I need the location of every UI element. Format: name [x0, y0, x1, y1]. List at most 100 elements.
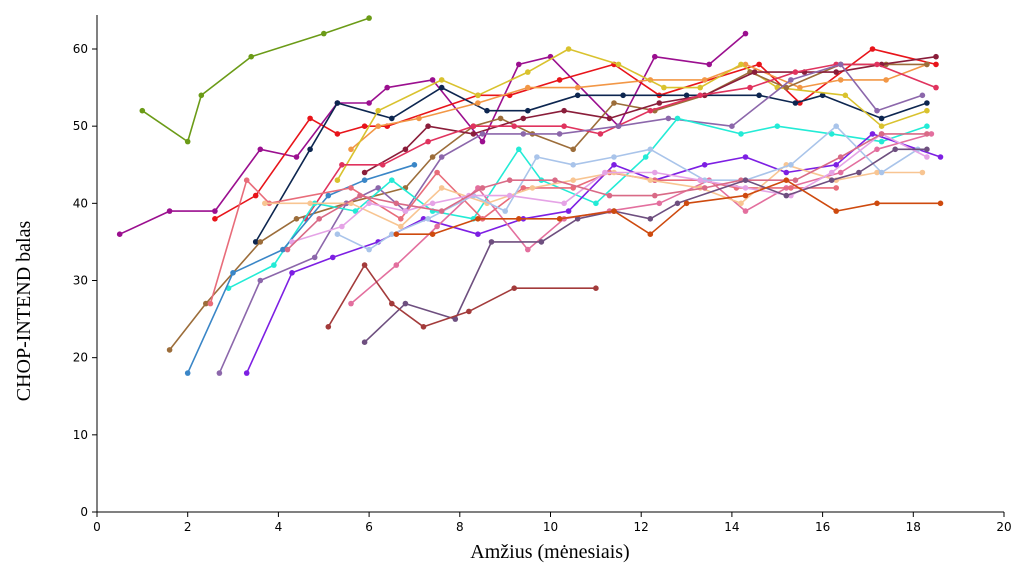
- data-point: [475, 231, 481, 237]
- series-20: [361, 146, 930, 346]
- series-line: [337, 125, 919, 251]
- x-tick-label: 10: [543, 520, 558, 534]
- data-point: [520, 131, 527, 137]
- data-point: [357, 192, 363, 199]
- data-point: [874, 200, 880, 207]
- data-point: [348, 300, 354, 307]
- data-point: [774, 123, 781, 129]
- data-point: [602, 169, 608, 176]
- series-13: [184, 162, 418, 376]
- series-line: [218, 63, 923, 374]
- series-layer: [116, 15, 944, 376]
- data-point: [819, 92, 826, 99]
- data-point: [738, 61, 744, 68]
- data-point: [570, 162, 576, 168]
- data-point: [937, 200, 944, 207]
- data-point: [665, 115, 672, 122]
- y-tick-label: 60: [73, 42, 88, 56]
- data-point: [438, 77, 445, 83]
- data-point: [438, 154, 445, 160]
- data-point: [788, 185, 794, 191]
- series-line: [364, 55, 937, 174]
- data-point: [230, 270, 236, 276]
- data-point: [919, 92, 926, 99]
- data-point: [516, 146, 522, 153]
- data-point: [511, 123, 517, 129]
- data-point: [389, 115, 395, 122]
- data-point: [116, 231, 123, 237]
- data-point: [574, 216, 581, 222]
- y-tick-label: 30: [73, 274, 88, 288]
- data-point: [561, 200, 567, 207]
- series-6: [334, 46, 930, 183]
- data-point: [184, 370, 191, 376]
- data-point: [701, 185, 708, 191]
- data-point: [366, 246, 372, 253]
- data-point: [878, 123, 885, 129]
- data-point: [742, 192, 749, 199]
- data-point: [706, 61, 712, 68]
- data-point: [520, 115, 527, 122]
- data-point: [389, 231, 395, 237]
- series-19: [284, 131, 930, 253]
- x-tick-label: 4: [275, 520, 283, 534]
- series-1: [139, 15, 372, 145]
- data-point: [928, 131, 935, 137]
- data-point: [833, 185, 839, 191]
- data-point: [538, 239, 545, 245]
- data-point: [606, 115, 613, 122]
- data-point: [933, 84, 939, 91]
- data-point: [402, 300, 409, 307]
- data-point: [615, 61, 622, 68]
- data-point: [307, 146, 313, 153]
- data-point: [502, 208, 509, 214]
- data-point: [788, 162, 794, 168]
- data-point: [892, 146, 898, 153]
- data-point: [243, 370, 250, 376]
- data-point: [393, 262, 400, 268]
- data-point: [348, 185, 354, 191]
- data-point: [416, 115, 422, 122]
- data-point: [203, 300, 209, 307]
- x-axis-title: Amžius (mėnesiais): [470, 541, 629, 563]
- data-point: [429, 200, 436, 207]
- series-22: [325, 262, 599, 330]
- data-point: [924, 61, 930, 68]
- data-point: [874, 169, 880, 176]
- data-point: [742, 30, 749, 37]
- series-line: [327, 264, 596, 328]
- data-point: [652, 169, 658, 176]
- data-point: [425, 138, 431, 145]
- data-point: [262, 200, 268, 207]
- data-point: [420, 324, 427, 330]
- series-12: [243, 131, 944, 376]
- data-point: [252, 239, 259, 245]
- data-point: [334, 177, 341, 183]
- data-point: [321, 30, 327, 37]
- x-tick-label: 16: [815, 520, 830, 534]
- data-point: [747, 84, 753, 91]
- data-point: [611, 162, 617, 168]
- data-point: [389, 300, 395, 307]
- data-point: [475, 92, 481, 99]
- series-17: [334, 123, 921, 253]
- x-tick-label: 8: [456, 520, 464, 534]
- data-point: [783, 192, 790, 199]
- data-point: [574, 92, 581, 99]
- data-point: [334, 131, 341, 137]
- data-point: [647, 146, 654, 153]
- data-point: [497, 115, 504, 122]
- series-line: [350, 133, 932, 305]
- data-point: [656, 200, 663, 207]
- data-point: [506, 177, 513, 183]
- data-point: [479, 131, 486, 137]
- data-point: [878, 138, 885, 145]
- data-point: [611, 208, 617, 214]
- data-point: [933, 53, 939, 60]
- data-point: [352, 208, 359, 214]
- data-point: [937, 154, 944, 160]
- data-point: [701, 162, 708, 168]
- data-point: [883, 77, 889, 83]
- data-point: [339, 223, 345, 230]
